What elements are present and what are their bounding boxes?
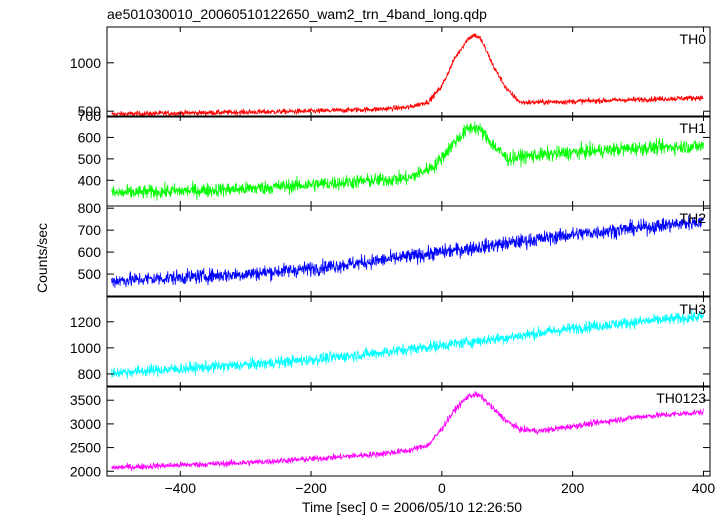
panel-label-th2: TH2 — [680, 210, 707, 226]
y-tick-label: 700 — [78, 222, 102, 238]
y-tick-label: 500 — [78, 266, 102, 282]
y-tick-label: 1200 — [70, 314, 101, 330]
series-line-th3 — [111, 309, 704, 380]
panel-th2: 500 600 700 800 TH2 — [78, 200, 711, 297]
y-tick-label: 800 — [78, 200, 102, 216]
panel-th1: 400 500 600 700 TH1 — [78, 108, 711, 207]
x-tick-label: 0 — [438, 480, 446, 496]
y-tick-label: 1000 — [70, 340, 101, 356]
panel-label-th1: TH1 — [680, 120, 707, 136]
panel-th0: 500 1000 TH0 — [70, 26, 711, 119]
y-tick-label: 600 — [78, 129, 102, 145]
series-line-th0123 — [111, 391, 704, 472]
y-tick-label: 500 — [78, 151, 102, 167]
y-axis-label: Counts/sec — [34, 223, 50, 293]
y-tick-label: 500 — [78, 103, 102, 119]
chart-title: ae501030010_20060510122650_wam2_trn_4ban… — [107, 6, 487, 22]
series-line-th0 — [111, 33, 704, 117]
y-tick-label: 2500 — [70, 440, 101, 456]
y-tick-label: 3000 — [70, 416, 101, 432]
y-tick-label: 3500 — [70, 392, 101, 408]
y-tick-label: 800 — [78, 366, 102, 382]
panel-label-th0123: TH0123 — [656, 390, 706, 406]
y-tick-label: 1000 — [70, 55, 101, 71]
x-axis-label: Time [sec] 0 = 2006/05/10 12:26:50 — [302, 499, 522, 515]
x-tick-label: 400 — [692, 480, 716, 496]
panels: 500 1000 TH0 400 500 600 700 TH1 500 600 700 800 TH2… — [70, 26, 711, 479]
y-tick-label: 700 — [78, 108, 102, 124]
panel-frame — [106, 26, 711, 118]
x-tick-label: 200 — [561, 480, 585, 496]
x-axis: −400 −200 0 200 400 — [164, 480, 715, 496]
panel-label-th0: TH0 — [680, 31, 707, 47]
panel-frame — [106, 296, 711, 388]
series-line-th2 — [111, 215, 704, 288]
panel-label-th3: TH3 — [680, 301, 707, 317]
panel-th0123: 2000 2500 3000 3500 TH0123 — [70, 385, 711, 479]
panel-frame — [106, 385, 711, 477]
y-tick-label: 400 — [78, 172, 102, 188]
x-tick-label: −200 — [295, 480, 327, 496]
panel-th3: 800 1000 1200 TH3 — [70, 296, 711, 388]
y-tick-label: 2000 — [70, 463, 101, 479]
y-tick-label: 600 — [78, 244, 102, 260]
panel-frame — [106, 205, 711, 297]
series-line-th1 — [111, 121, 704, 201]
x-tick-label: −400 — [164, 480, 196, 496]
